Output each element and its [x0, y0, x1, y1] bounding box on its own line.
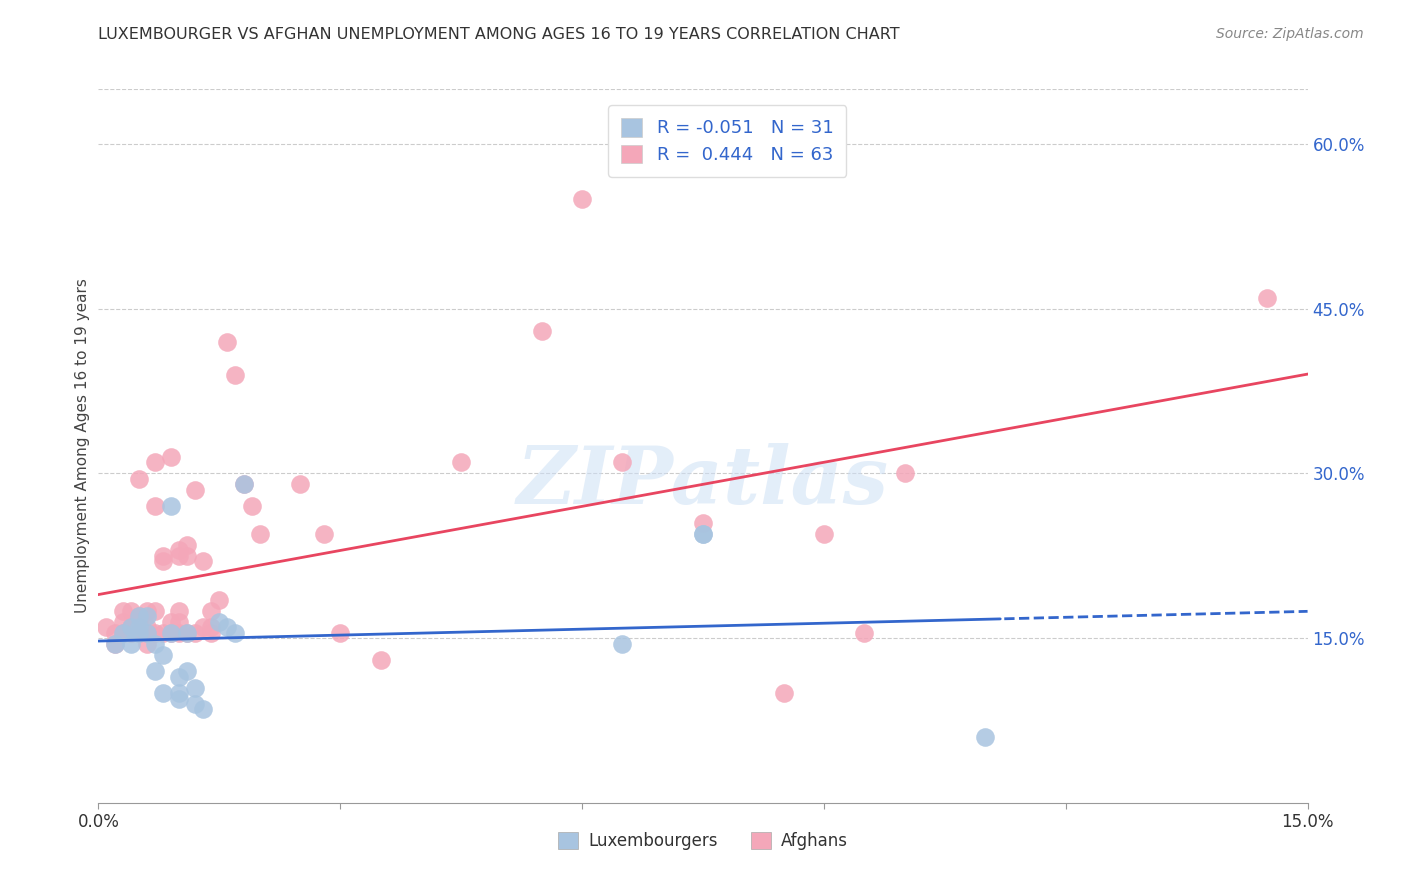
Point	[530, 324, 553, 338]
Point	[167, 615, 190, 629]
Point	[193, 702, 215, 716]
Point	[111, 625, 134, 640]
Point	[176, 538, 198, 552]
Point	[160, 625, 183, 640]
Point	[1256, 291, 1278, 305]
Point	[160, 615, 183, 629]
Point	[208, 615, 231, 629]
Point	[128, 620, 150, 634]
Point	[167, 549, 190, 563]
Point	[135, 620, 157, 634]
Point	[232, 477, 254, 491]
Point	[692, 526, 714, 541]
Text: ZIPatlas: ZIPatlas	[517, 443, 889, 520]
Point	[240, 500, 263, 514]
Point	[167, 686, 190, 700]
Point	[571, 192, 593, 206]
Point	[152, 625, 174, 640]
Point	[111, 615, 134, 629]
Point	[176, 625, 198, 640]
Point	[184, 697, 207, 711]
Point	[111, 604, 134, 618]
Point	[143, 637, 166, 651]
Point	[111, 625, 134, 640]
Point	[288, 477, 311, 491]
Point	[160, 450, 183, 464]
Point	[217, 334, 239, 349]
Point	[160, 500, 183, 514]
Y-axis label: Unemployment Among Ages 16 to 19 years: Unemployment Among Ages 16 to 19 years	[75, 278, 90, 614]
Point	[314, 526, 336, 541]
Point	[120, 620, 142, 634]
Point	[176, 664, 198, 678]
Point	[184, 681, 207, 695]
Point	[612, 637, 634, 651]
Point	[143, 500, 166, 514]
Point	[974, 730, 997, 744]
Point	[143, 455, 166, 469]
Point	[128, 609, 150, 624]
Point	[249, 526, 271, 541]
Point	[120, 620, 142, 634]
Point	[152, 554, 174, 568]
Point	[103, 625, 125, 640]
Point	[167, 604, 190, 618]
Point	[128, 609, 150, 624]
Point	[200, 604, 222, 618]
Point	[160, 625, 183, 640]
Point	[135, 625, 157, 640]
Point	[128, 615, 150, 629]
Point	[612, 455, 634, 469]
Point	[120, 604, 142, 618]
Point	[128, 472, 150, 486]
Point	[120, 625, 142, 640]
Point	[200, 625, 222, 640]
Legend: R = -0.051   N = 31, R =  0.444   N = 63: R = -0.051 N = 31, R = 0.444 N = 63	[609, 105, 846, 177]
Point	[813, 526, 835, 541]
Point	[143, 625, 166, 640]
Point	[128, 620, 150, 634]
Point	[692, 516, 714, 530]
Point	[128, 625, 150, 640]
Point	[893, 467, 915, 481]
Point	[135, 625, 157, 640]
Point	[329, 625, 352, 640]
Point	[152, 648, 174, 662]
Text: Source: ZipAtlas.com: Source: ZipAtlas.com	[1216, 27, 1364, 41]
Point	[120, 637, 142, 651]
Point	[184, 625, 207, 640]
Point	[152, 549, 174, 563]
Point	[135, 604, 157, 618]
Point	[128, 625, 150, 640]
Point	[217, 620, 239, 634]
Point	[193, 620, 215, 634]
Point	[208, 592, 231, 607]
Point	[167, 691, 190, 706]
Point	[103, 637, 125, 651]
Point	[167, 543, 190, 558]
Point	[103, 637, 125, 651]
Point	[232, 477, 254, 491]
Point	[167, 625, 190, 640]
Point	[853, 625, 876, 640]
Point	[224, 625, 246, 640]
Point	[772, 686, 794, 700]
Point	[184, 483, 207, 497]
Point	[143, 664, 166, 678]
Point	[692, 526, 714, 541]
Point	[135, 609, 157, 624]
Point	[224, 368, 246, 382]
Point	[167, 669, 190, 683]
Point	[143, 604, 166, 618]
Point	[370, 653, 392, 667]
Point	[200, 620, 222, 634]
Point	[96, 620, 118, 634]
Point	[450, 455, 472, 469]
Point	[152, 686, 174, 700]
Text: LUXEMBOURGER VS AFGHAN UNEMPLOYMENT AMONG AGES 16 TO 19 YEARS CORRELATION CHART: LUXEMBOURGER VS AFGHAN UNEMPLOYMENT AMON…	[98, 27, 900, 42]
Point	[176, 625, 198, 640]
Point	[193, 554, 215, 568]
Point	[176, 549, 198, 563]
Point	[135, 637, 157, 651]
